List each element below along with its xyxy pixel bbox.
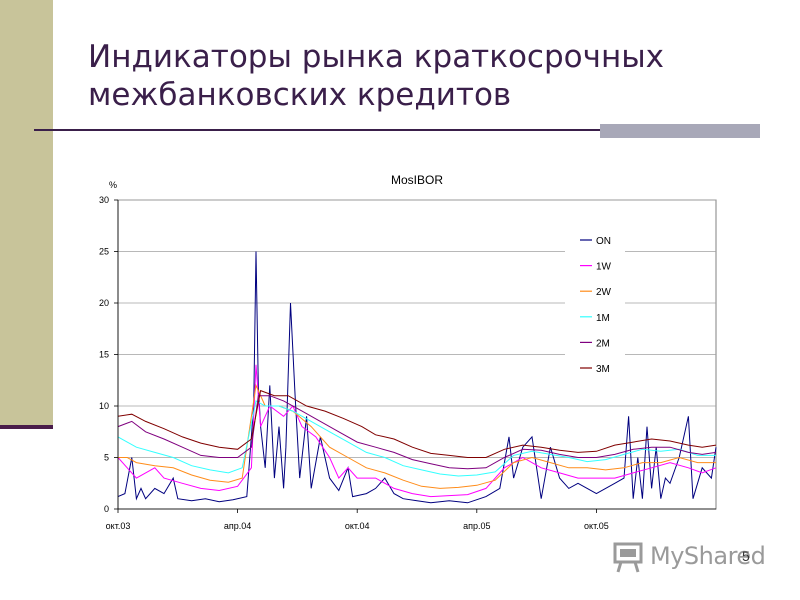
left-decor-bar [0, 0, 53, 428]
title-divider-accent [600, 124, 760, 138]
legend-label-1m: 1M [596, 313, 610, 324]
legend-label-3m: 3M [596, 364, 610, 375]
legend-label-2m: 2M [596, 338, 610, 349]
logo-text: MyShared [650, 542, 766, 570]
legend-box [565, 228, 625, 380]
x-axis: окт.03 апр.04 окт.04 апр.05 окт.05 [106, 508, 716, 531]
series-line-3m [117, 389, 717, 458]
slide-title: Индикаторы рынка краткосрочных межбанков… [88, 38, 748, 114]
y-tick-label: 20 [99, 298, 109, 308]
x-tick-label: окт.04 [345, 521, 370, 531]
page-number: 5 [742, 548, 750, 564]
series-line-on [117, 251, 717, 504]
y-tick-label: 0 [104, 504, 109, 514]
series-line-2w [118, 383, 716, 489]
legend: ON 1W 2W 1M 2M 3M [565, 228, 625, 380]
x-tick-label: окт.03 [106, 521, 131, 531]
y-tick-label: 30 [99, 195, 109, 205]
series-line-1w [117, 364, 717, 498]
presentation-icon [613, 542, 643, 573]
legend-label-1w: 1W [596, 262, 612, 273]
slide-title-line1: Индикаторы рынка краткосрочных [88, 39, 665, 75]
y-tick-label: 5 [104, 453, 109, 463]
legend-label-2w: 2W [596, 287, 612, 298]
y-axis: 0 5 10 15 20 25 30 [99, 195, 119, 514]
left-decor-accent [0, 425, 53, 429]
legend-label-on: ON [596, 236, 611, 247]
x-tick-label: апр.05 [463, 521, 490, 531]
series-group [117, 251, 717, 504]
title-divider [34, 129, 760, 131]
y-tick-label: 25 [99, 247, 109, 257]
x-tick-label: окт.05 [584, 521, 609, 531]
y-axis-label: % [109, 180, 117, 190]
x-tick-label: апр.04 [224, 521, 251, 531]
y-tick-label: 10 [99, 401, 109, 411]
footer-logo: MyShared [612, 540, 766, 574]
chart-title: MosIBOR [391, 173, 443, 187]
slide-title-line2: межбанковских кредитов [88, 77, 512, 113]
y-tick-label: 15 [99, 350, 109, 360]
series-line-2m [117, 395, 717, 470]
series-line-1m [117, 400, 716, 477]
